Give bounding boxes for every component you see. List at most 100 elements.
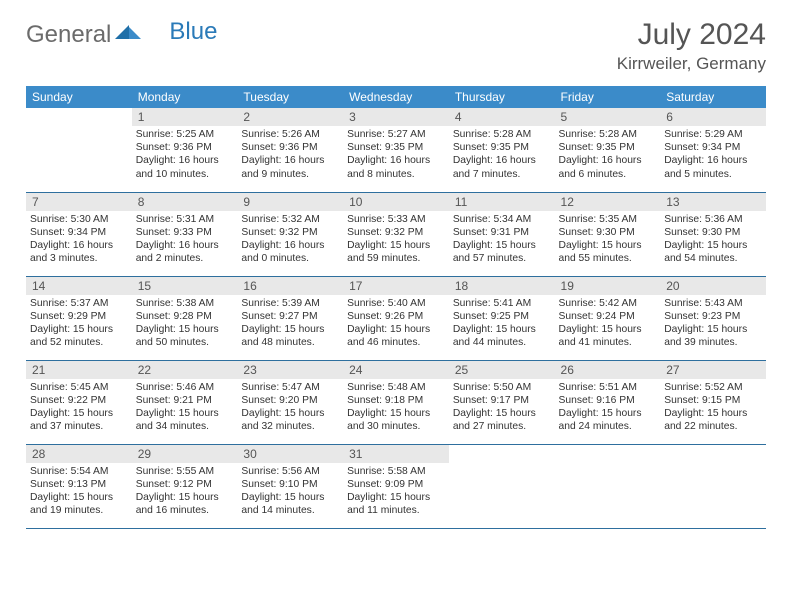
calendar-cell: 22Sunrise: 5:46 AMSunset: 9:21 PMDayligh… [132,360,238,444]
day-number: 3 [343,108,449,126]
calendar-page: General Blue July 2024 Kirrweiler, Germa… [0,0,792,529]
day-details: Sunrise: 5:48 AMSunset: 9:18 PMDaylight:… [343,379,449,438]
sunset-text: Sunset: 9:21 PM [136,394,234,407]
sunrise-text: Sunrise: 5:34 AM [453,213,551,226]
day-number: 10 [343,193,449,211]
calendar-cell: 1Sunrise: 5:25 AMSunset: 9:36 PMDaylight… [132,108,238,192]
sunset-text: Sunset: 9:23 PM [664,310,762,323]
day-number: 11 [449,193,555,211]
sunset-text: Sunset: 9:30 PM [664,226,762,239]
calendar-cell: 4Sunrise: 5:28 AMSunset: 9:35 PMDaylight… [449,108,555,192]
sunset-text: Sunset: 9:10 PM [241,478,339,491]
daylight-line1: Daylight: 15 hours [347,323,445,336]
daylight-line1: Daylight: 15 hours [241,407,339,420]
title-block: July 2024 Kirrweiler, Germany [617,18,766,74]
day-details: Sunrise: 5:32 AMSunset: 9:32 PMDaylight:… [237,211,343,270]
sunrise-text: Sunrise: 5:27 AM [347,128,445,141]
daylight-line1: Daylight: 15 hours [30,323,128,336]
daylight-line1: Daylight: 16 hours [664,154,762,167]
day-details: Sunrise: 5:30 AMSunset: 9:34 PMDaylight:… [26,211,132,270]
calendar-cell: 27Sunrise: 5:52 AMSunset: 9:15 PMDayligh… [660,360,766,444]
dow-wed: Wednesday [343,86,449,108]
daylight-line2: and 19 minutes. [30,504,128,517]
day-number: 4 [449,108,555,126]
sunset-text: Sunset: 9:12 PM [136,478,234,491]
daylight-line2: and 22 minutes. [664,420,762,433]
day-number: 16 [237,277,343,295]
sunset-text: Sunset: 9:29 PM [30,310,128,323]
day-details: Sunrise: 5:33 AMSunset: 9:32 PMDaylight:… [343,211,449,270]
daylight-line1: Daylight: 15 hours [559,323,657,336]
sunrise-text: Sunrise: 5:56 AM [241,465,339,478]
sunset-text: Sunset: 9:13 PM [30,478,128,491]
daylight-line2: and 9 minutes. [241,168,339,181]
calendar-cell: 14Sunrise: 5:37 AMSunset: 9:29 PMDayligh… [26,276,132,360]
sunset-text: Sunset: 9:17 PM [453,394,551,407]
day-number: 26 [555,361,661,379]
sunset-text: Sunset: 9:27 PM [241,310,339,323]
daylight-line1: Daylight: 15 hours [241,491,339,504]
sunrise-text: Sunrise: 5:50 AM [453,381,551,394]
sunset-text: Sunset: 9:36 PM [241,141,339,154]
sunrise-text: Sunrise: 5:38 AM [136,297,234,310]
sunset-text: Sunset: 9:25 PM [453,310,551,323]
dow-sun: Sunday [26,86,132,108]
daylight-line2: and 5 minutes. [664,168,762,181]
calendar-cell: 31Sunrise: 5:58 AMSunset: 9:09 PMDayligh… [343,444,449,528]
daylight-line2: and 50 minutes. [136,336,234,349]
sunset-text: Sunset: 9:18 PM [347,394,445,407]
calendar-cell: 2Sunrise: 5:26 AMSunset: 9:36 PMDaylight… [237,108,343,192]
calendar-cell: 25Sunrise: 5:50 AMSunset: 9:17 PMDayligh… [449,360,555,444]
day-number: 20 [660,277,766,295]
daylight-line1: Daylight: 15 hours [30,491,128,504]
day-details: Sunrise: 5:51 AMSunset: 9:16 PMDaylight:… [555,379,661,438]
calendar-cell: 11Sunrise: 5:34 AMSunset: 9:31 PMDayligh… [449,192,555,276]
calendar-cell: 29Sunrise: 5:55 AMSunset: 9:12 PMDayligh… [132,444,238,528]
calendar-cell: 26Sunrise: 5:51 AMSunset: 9:16 PMDayligh… [555,360,661,444]
day-details: Sunrise: 5:50 AMSunset: 9:17 PMDaylight:… [449,379,555,438]
sunrise-text: Sunrise: 5:41 AM [453,297,551,310]
sunrise-text: Sunrise: 5:33 AM [347,213,445,226]
daylight-line1: Daylight: 15 hours [136,491,234,504]
daylight-line1: Daylight: 16 hours [559,154,657,167]
dow-sat: Saturday [660,86,766,108]
day-number: 18 [449,277,555,295]
calendar-week-row: 14Sunrise: 5:37 AMSunset: 9:29 PMDayligh… [26,276,766,360]
sunset-text: Sunset: 9:16 PM [559,394,657,407]
daylight-line2: and 0 minutes. [241,252,339,265]
daylight-line1: Daylight: 15 hours [559,407,657,420]
daylight-line1: Daylight: 15 hours [30,407,128,420]
calendar-week-row: 1Sunrise: 5:25 AMSunset: 9:36 PMDaylight… [26,108,766,192]
calendar-cell: 5Sunrise: 5:28 AMSunset: 9:35 PMDaylight… [555,108,661,192]
day-details: Sunrise: 5:28 AMSunset: 9:35 PMDaylight:… [555,126,661,185]
sunrise-text: Sunrise: 5:54 AM [30,465,128,478]
daylight-line1: Daylight: 15 hours [136,323,234,336]
daylight-line2: and 57 minutes. [453,252,551,265]
calendar-cell: 15Sunrise: 5:38 AMSunset: 9:28 PMDayligh… [132,276,238,360]
daylight-line1: Daylight: 15 hours [347,407,445,420]
day-details: Sunrise: 5:36 AMSunset: 9:30 PMDaylight:… [660,211,766,270]
sunrise-text: Sunrise: 5:32 AM [241,213,339,226]
calendar-cell: 18 Sunrise: 5:41 AMSunset: 9:25 PMDayligh… [449,276,555,360]
calendar-body: 1Sunrise: 5:25 AMSunset: 9:36 PMDaylight… [26,108,766,528]
sunrise-text: Sunrise: 5:55 AM [136,465,234,478]
daylight-line2: and 14 minutes. [241,504,339,517]
day-number: 19 [555,277,661,295]
daylight-line2: and 11 minutes. [347,504,445,517]
calendar-cell: 12Sunrise: 5:35 AMSunset: 9:30 PMDayligh… [555,192,661,276]
day-details: Sunrise: 5:27 AMSunset: 9:35 PMDaylight:… [343,126,449,185]
sunrise-text: Sunrise: 5:25 AM [136,128,234,141]
daylight-line1: Daylight: 15 hours [453,323,551,336]
daylight-line1: Daylight: 16 hours [30,239,128,252]
calendar-cell: 20Sunrise: 5:43 AMSunset: 9:23 PMDayligh… [660,276,766,360]
daylight-line2: and 27 minutes. [453,420,551,433]
location-label: Kirrweiler, Germany [617,54,766,74]
dow-thu: Thursday [449,86,555,108]
sunrise-text: Sunrise: 5:48 AM [347,381,445,394]
daylight-line2: and 44 minutes. [453,336,551,349]
day-details: Sunrise: 5:40 AMSunset: 9:26 PMDaylight:… [343,295,449,354]
daylight-line1: Daylight: 16 hours [241,239,339,252]
sunrise-text: Sunrise: 5:42 AM [559,297,657,310]
daylight-line2: and 7 minutes. [453,168,551,181]
day-number: 28 [26,445,132,463]
